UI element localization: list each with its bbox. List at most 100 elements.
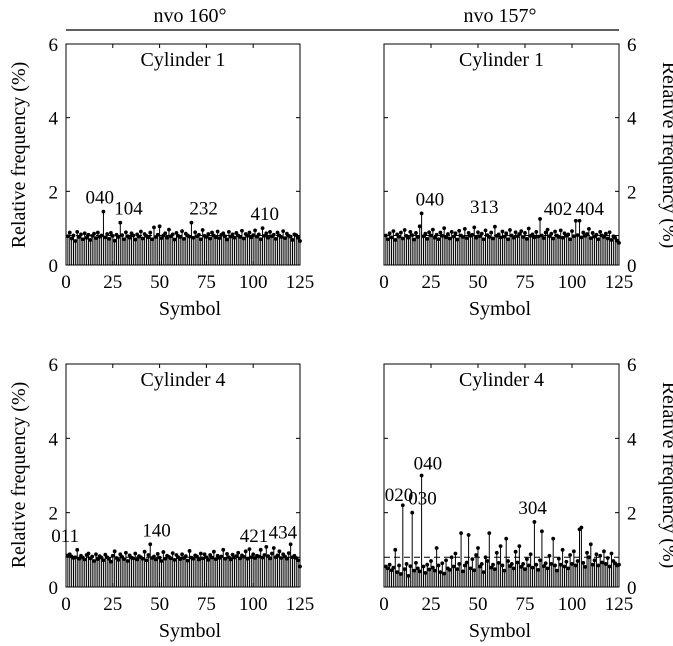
bar-marker xyxy=(415,235,420,239)
bar-marker xyxy=(155,552,160,556)
bar-marker xyxy=(247,230,252,235)
bar-marker xyxy=(197,232,201,237)
bar-marker xyxy=(110,234,115,238)
bar-marker xyxy=(101,209,106,214)
bar-marker xyxy=(178,557,183,562)
bar-marker xyxy=(288,542,293,547)
panel-title: Cylinder 1 xyxy=(459,49,544,71)
bar-marker xyxy=(275,230,280,235)
bar-marker xyxy=(489,565,494,570)
bar-marker xyxy=(523,231,527,235)
bar-marker xyxy=(296,235,301,240)
annotation-label: 404 xyxy=(576,199,605,220)
bar-marker xyxy=(258,547,263,552)
bar-marker xyxy=(494,550,499,555)
bar-marker xyxy=(436,563,441,568)
bar-marker xyxy=(519,565,524,569)
bar-marker xyxy=(262,553,267,557)
bar-marker xyxy=(523,567,527,572)
bar-marker xyxy=(86,551,91,556)
bar-marker xyxy=(600,560,604,565)
y-tick-label: 2 xyxy=(627,182,637,203)
bar-marker xyxy=(281,229,286,234)
x-tick-label: 125 xyxy=(605,594,634,615)
y-tick-label: 4 xyxy=(627,109,637,130)
bar-marker xyxy=(251,552,256,557)
bar-marker xyxy=(283,236,287,241)
bar-marker xyxy=(457,562,462,566)
bar-marker xyxy=(425,236,430,241)
panel-cylinder1-nvo157: Relative frequency (%) Symbol Cylinder 1… xyxy=(379,35,673,320)
bar-marker xyxy=(221,547,226,552)
bar-marker xyxy=(455,237,460,242)
annotation-label: 030 xyxy=(408,489,437,510)
bar-marker xyxy=(67,230,72,235)
bar-marker xyxy=(579,525,584,530)
bar-marker xyxy=(521,235,526,239)
bar-marker xyxy=(191,235,196,240)
x-tick-label: 25 xyxy=(103,594,122,615)
bar-marker xyxy=(568,553,573,557)
bar-marker xyxy=(570,562,574,566)
bar-marker xyxy=(406,573,411,578)
bar-marker xyxy=(573,563,578,568)
bar-marker xyxy=(178,235,183,239)
bar-marker xyxy=(213,235,218,240)
bar-marker xyxy=(581,230,586,235)
bar-marker xyxy=(498,235,503,240)
x-tick-label: 50 xyxy=(469,272,488,293)
bar-marker xyxy=(449,555,454,560)
x-tick-label: 75 xyxy=(516,594,535,615)
xlabel-top-left: Symbol xyxy=(159,298,222,320)
bar-marker xyxy=(558,228,563,233)
bar-marker xyxy=(455,567,460,572)
bar-marker xyxy=(558,562,563,567)
x-tick-label: 0 xyxy=(61,272,71,293)
bar-marker xyxy=(402,228,407,232)
y-tick-label: 6 xyxy=(49,35,59,56)
bar-marker xyxy=(579,235,584,240)
bar-marker xyxy=(568,237,573,242)
plot-frame xyxy=(383,363,620,588)
bar-marker xyxy=(427,567,432,572)
y-tick-label: 2 xyxy=(49,504,59,525)
bar-marker xyxy=(241,554,246,559)
bar-marker xyxy=(217,236,222,241)
bar-marker xyxy=(429,233,433,238)
panel-cylinder4-nvo157: Relative frequency (%) Symbol Cylinder 4… xyxy=(379,355,673,642)
bar-marker xyxy=(387,562,392,567)
bar-marker xyxy=(270,551,274,556)
bar-marker xyxy=(385,566,390,571)
annotation-label: 011 xyxy=(51,526,79,547)
bar-marker xyxy=(415,566,420,571)
bar-marker xyxy=(532,520,537,524)
bar-marker xyxy=(429,559,433,563)
plot-frame xyxy=(383,43,620,266)
column-title-left: nvo 160° xyxy=(154,5,227,27)
bar-marker xyxy=(442,571,447,576)
bar-marker xyxy=(226,229,231,234)
bar-marker xyxy=(170,551,175,556)
bar-marker xyxy=(296,558,301,563)
annotation-label: 040 xyxy=(85,188,114,209)
bar-marker xyxy=(453,551,458,556)
bar-marker xyxy=(385,237,390,242)
bar-marker xyxy=(153,557,158,562)
bar-marker xyxy=(112,549,117,554)
bar-marker xyxy=(155,232,160,237)
bar-marker xyxy=(225,552,229,556)
bar-marker xyxy=(406,235,411,240)
bar-marker xyxy=(526,563,531,568)
bar-marker xyxy=(447,236,452,241)
bar-marker xyxy=(397,563,401,568)
bar-marker xyxy=(245,556,250,561)
bar-marker xyxy=(142,549,147,554)
ylabel-left-bottom: Relative frequency (%) xyxy=(8,382,30,569)
x-tick-label: 50 xyxy=(469,594,488,615)
bar-marker xyxy=(571,549,576,554)
x-tick-label: 75 xyxy=(197,594,216,615)
bar-marker xyxy=(223,556,228,561)
bar-marker xyxy=(436,237,441,242)
bar-marker xyxy=(152,554,156,559)
bar-marker xyxy=(530,565,535,570)
